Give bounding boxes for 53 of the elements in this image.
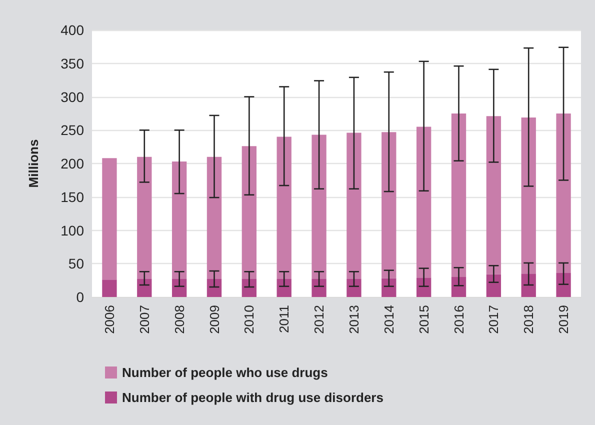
y-tick-label: 300 <box>60 88 84 105</box>
bar <box>416 126 432 278</box>
x-tick-label: 2014 <box>381 305 396 334</box>
x-tick-label: 2013 <box>346 305 362 334</box>
y-axis-title: Millions <box>26 139 41 188</box>
bar <box>172 278 187 297</box>
x-tick-label: 2019 <box>556 305 572 334</box>
bar <box>556 272 571 297</box>
y-tick-label: 50 <box>68 256 84 272</box>
x-tick-label: 2007 <box>136 305 152 334</box>
bar <box>276 136 292 279</box>
bar <box>312 134 326 279</box>
bar <box>486 274 502 297</box>
bar <box>102 280 117 297</box>
x-tick-label: 2009 <box>206 305 222 334</box>
y-tick-label: 200 <box>60 156 84 172</box>
bar <box>137 278 152 297</box>
bar <box>242 146 257 279</box>
x-tick-label: 2011 <box>276 305 292 333</box>
bar <box>556 113 571 273</box>
bar <box>137 156 152 279</box>
bar <box>451 113 466 277</box>
bar <box>521 117 536 274</box>
x-tick-label: 2015 <box>416 305 432 334</box>
bar <box>346 132 362 279</box>
y-tick-label: 400 <box>60 22 84 38</box>
bar <box>416 278 432 297</box>
bar <box>242 278 257 297</box>
bar <box>102 158 117 280</box>
y-tick-label: 0 <box>76 289 84 305</box>
bar <box>382 132 396 278</box>
x-tick-label: 2016 <box>451 305 466 334</box>
legend-label: Number of people who use drugs <box>122 365 328 380</box>
y-tick-label: 100 <box>60 222 84 238</box>
bar <box>346 278 362 297</box>
legend-label: Number of people with drug use disorders <box>122 390 384 405</box>
y-tick-label: 150 <box>60 188 84 205</box>
bar <box>172 162 187 279</box>
x-tick-label: 2006 <box>102 305 117 334</box>
x-tick-label: 2018 <box>521 305 536 334</box>
x-tick-label: 2010 <box>242 305 257 334</box>
x-tick-label: 2017 <box>486 305 502 334</box>
bar <box>206 156 222 279</box>
y-tick-label: 250 <box>60 122 84 138</box>
bar <box>276 278 292 297</box>
bar <box>206 278 222 297</box>
bar <box>382 278 396 297</box>
bar <box>312 278 326 297</box>
x-tick-label: 2008 <box>172 305 187 334</box>
bar <box>486 116 502 274</box>
bar <box>521 274 536 297</box>
x-tick-label: 2012 <box>312 305 327 334</box>
y-tick-label: 350 <box>60 55 84 72</box>
